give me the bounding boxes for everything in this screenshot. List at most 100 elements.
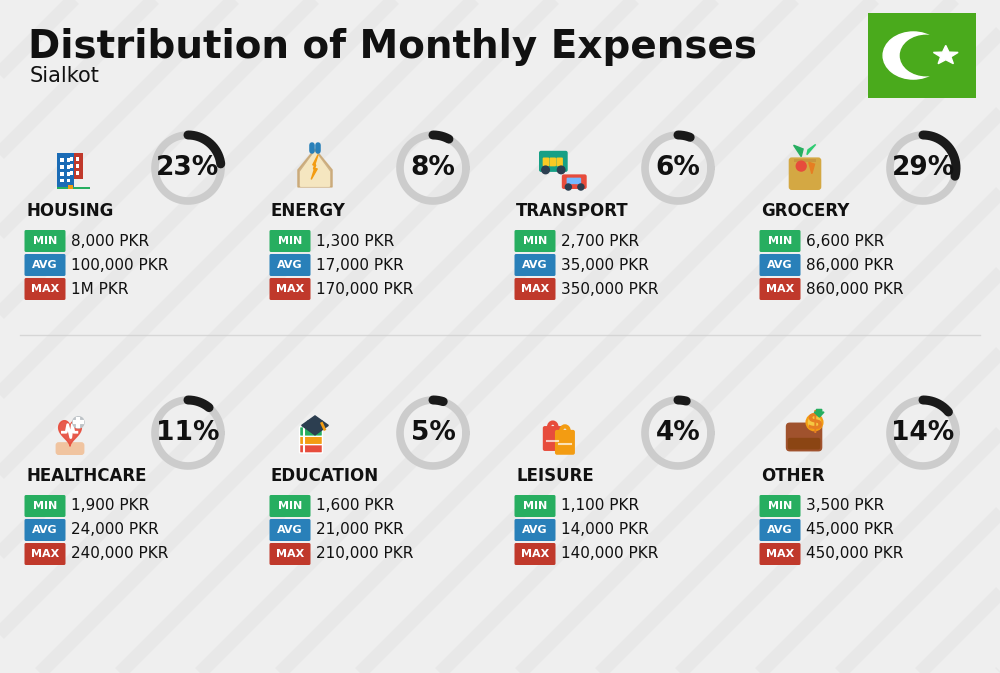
Text: 24,000 PKR: 24,000 PKR (71, 522, 159, 538)
FancyBboxPatch shape (514, 254, 556, 276)
Text: AVG: AVG (767, 525, 793, 535)
Text: 35,000 PKR: 35,000 PKR (561, 258, 649, 273)
FancyBboxPatch shape (300, 444, 322, 453)
Text: 14%: 14% (891, 420, 955, 446)
Text: MIN: MIN (768, 236, 792, 246)
FancyBboxPatch shape (24, 230, 66, 252)
Polygon shape (59, 421, 81, 446)
Text: ENERGY: ENERGY (271, 202, 346, 220)
FancyBboxPatch shape (543, 426, 563, 451)
FancyBboxPatch shape (270, 495, 310, 517)
Text: 4%: 4% (656, 420, 700, 446)
FancyBboxPatch shape (24, 278, 66, 300)
Text: $: $ (806, 411, 823, 434)
Circle shape (806, 414, 823, 431)
FancyBboxPatch shape (56, 442, 84, 455)
FancyBboxPatch shape (57, 186, 90, 189)
Text: MAX: MAX (521, 284, 549, 294)
Text: LEISURE: LEISURE (516, 467, 594, 485)
Text: MAX: MAX (276, 284, 304, 294)
Circle shape (808, 417, 821, 429)
Circle shape (557, 166, 565, 174)
FancyBboxPatch shape (67, 172, 70, 176)
FancyBboxPatch shape (300, 435, 322, 445)
Text: AVG: AVG (767, 260, 793, 270)
Text: MAX: MAX (766, 549, 794, 559)
FancyBboxPatch shape (60, 158, 64, 162)
Circle shape (796, 161, 806, 171)
Text: AVG: AVG (277, 525, 303, 535)
FancyBboxPatch shape (67, 165, 70, 169)
FancyBboxPatch shape (760, 495, 800, 517)
Circle shape (73, 417, 84, 428)
Text: MIN: MIN (33, 501, 57, 511)
Text: MIN: MIN (523, 236, 547, 246)
FancyBboxPatch shape (76, 171, 79, 175)
Text: AVG: AVG (277, 260, 303, 270)
FancyBboxPatch shape (514, 278, 556, 300)
Polygon shape (298, 149, 332, 187)
Polygon shape (311, 155, 318, 180)
Text: 6,600 PKR: 6,600 PKR (806, 234, 884, 248)
Text: 86,000 PKR: 86,000 PKR (806, 258, 894, 273)
FancyBboxPatch shape (573, 178, 581, 184)
FancyBboxPatch shape (567, 178, 574, 184)
Text: MAX: MAX (766, 284, 794, 294)
Text: MIN: MIN (278, 501, 302, 511)
FancyBboxPatch shape (786, 423, 822, 452)
Text: 210,000 PKR: 210,000 PKR (316, 546, 413, 561)
Text: 1,900 PKR: 1,900 PKR (71, 499, 149, 513)
Text: 17,000 PKR: 17,000 PKR (316, 258, 404, 273)
FancyBboxPatch shape (60, 178, 64, 182)
Polygon shape (794, 145, 803, 157)
FancyBboxPatch shape (68, 186, 73, 189)
Circle shape (900, 35, 952, 76)
Text: 1,100 PKR: 1,100 PKR (561, 499, 639, 513)
Text: MIN: MIN (768, 501, 792, 511)
Polygon shape (307, 421, 323, 426)
Text: 21,000 PKR: 21,000 PKR (316, 522, 404, 538)
FancyBboxPatch shape (76, 164, 79, 168)
Text: 1,600 PKR: 1,600 PKR (316, 499, 394, 513)
Text: 860,000 PKR: 860,000 PKR (806, 281, 904, 297)
Text: 8%: 8% (411, 155, 455, 181)
Text: OTHER: OTHER (761, 467, 825, 485)
Polygon shape (809, 162, 814, 174)
FancyBboxPatch shape (60, 172, 64, 176)
Circle shape (542, 166, 549, 174)
Text: TRANSPORT: TRANSPORT (516, 202, 629, 220)
Polygon shape (301, 152, 329, 186)
FancyBboxPatch shape (562, 174, 587, 189)
Text: MIN: MIN (33, 236, 57, 246)
Text: 450,000 PKR: 450,000 PKR (806, 546, 903, 561)
FancyBboxPatch shape (24, 543, 66, 565)
Text: 14,000 PKR: 14,000 PKR (561, 522, 649, 538)
Text: Distribution of Monthly Expenses: Distribution of Monthly Expenses (28, 28, 757, 66)
FancyBboxPatch shape (24, 519, 66, 541)
Polygon shape (302, 416, 328, 435)
FancyBboxPatch shape (555, 430, 575, 455)
FancyBboxPatch shape (514, 519, 556, 541)
FancyBboxPatch shape (556, 157, 563, 166)
FancyBboxPatch shape (270, 230, 310, 252)
Circle shape (883, 32, 944, 79)
Text: 100,000 PKR: 100,000 PKR (71, 258, 168, 273)
Text: 3,500 PKR: 3,500 PKR (806, 499, 884, 513)
Polygon shape (933, 46, 958, 64)
Text: 29%: 29% (891, 155, 955, 181)
FancyBboxPatch shape (514, 230, 556, 252)
Text: 140,000 PKR: 140,000 PKR (561, 546, 658, 561)
Text: 1,300 PKR: 1,300 PKR (316, 234, 394, 248)
FancyBboxPatch shape (514, 495, 556, 517)
FancyBboxPatch shape (760, 519, 800, 541)
FancyBboxPatch shape (68, 153, 83, 180)
Text: 240,000 PKR: 240,000 PKR (71, 546, 168, 561)
Text: 2,700 PKR: 2,700 PKR (561, 234, 639, 248)
Text: 1M PKR: 1M PKR (71, 281, 128, 297)
FancyBboxPatch shape (300, 427, 322, 436)
FancyBboxPatch shape (67, 178, 70, 182)
FancyBboxPatch shape (868, 13, 976, 98)
Text: 45,000 PKR: 45,000 PKR (806, 522, 894, 538)
Text: AVG: AVG (32, 260, 58, 270)
Polygon shape (814, 409, 824, 417)
